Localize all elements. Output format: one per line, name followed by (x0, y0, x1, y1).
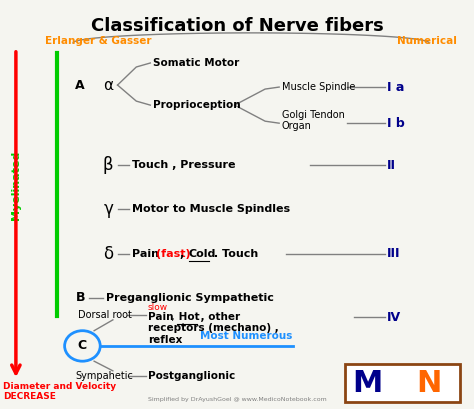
Text: Cold: Cold (189, 249, 216, 258)
Text: II: II (387, 159, 396, 172)
Text: ,: , (180, 249, 188, 258)
Text: Sympahetic: Sympahetic (75, 371, 133, 381)
Text: Erlanger & Gasser: Erlanger & Gasser (45, 36, 151, 46)
Text: IV: IV (387, 310, 401, 324)
Text: slow: slow (148, 303, 168, 312)
Text: Classification of Nerve fibers: Classification of Nerve fibers (91, 17, 383, 35)
Text: C: C (78, 339, 87, 353)
Text: Touch , Pressure: Touch , Pressure (132, 160, 235, 170)
Text: Postganglionic: Postganglionic (148, 371, 235, 381)
Text: Hot: Hot (175, 312, 200, 322)
Text: receptors (mechano) ,: receptors (mechano) , (148, 323, 279, 333)
Text: ,: , (168, 312, 174, 322)
Text: I a: I a (387, 81, 404, 94)
Text: Simplified by DrAyushGoel @ www.MedicoNotebook.com: Simplified by DrAyushGoel @ www.MedicoNo… (147, 397, 327, 402)
Text: A: A (75, 79, 85, 92)
Text: I b: I b (387, 117, 405, 130)
Text: Proprioception: Proprioception (153, 100, 240, 110)
Text: β: β (103, 156, 113, 174)
Text: Motor to Muscle Spindles: Motor to Muscle Spindles (132, 204, 290, 214)
Text: (fast): (fast) (156, 249, 191, 258)
Text: Somatic Motor: Somatic Motor (153, 58, 239, 68)
Text: reflex: reflex (148, 335, 182, 344)
FancyBboxPatch shape (345, 364, 459, 402)
Text: , other: , other (197, 312, 240, 322)
Text: Pain: Pain (132, 249, 163, 258)
Text: B: B (75, 291, 85, 304)
Text: γ: γ (103, 200, 113, 218)
Text: Numerical: Numerical (397, 36, 457, 46)
Text: N: N (416, 369, 442, 398)
Text: M: M (352, 369, 383, 398)
Text: Golgi Tendon
Organ: Golgi Tendon Organ (282, 110, 345, 131)
Text: δ: δ (103, 245, 113, 263)
Text: Myelinated: Myelinated (11, 151, 21, 220)
Text: Preganglionic Sympathetic: Preganglionic Sympathetic (106, 293, 273, 303)
Text: Most Numerous: Most Numerous (200, 331, 292, 341)
Text: Muscle Spindle: Muscle Spindle (282, 82, 355, 92)
Text: . Touch: . Touch (210, 249, 258, 258)
Text: Diameter and Velocity
DECREASE: Diameter and Velocity DECREASE (3, 382, 117, 402)
Text: Dorsal root: Dorsal root (78, 310, 132, 320)
Text: Pain: Pain (148, 312, 173, 322)
Text: III: III (387, 247, 401, 260)
Text: α: α (103, 78, 113, 92)
